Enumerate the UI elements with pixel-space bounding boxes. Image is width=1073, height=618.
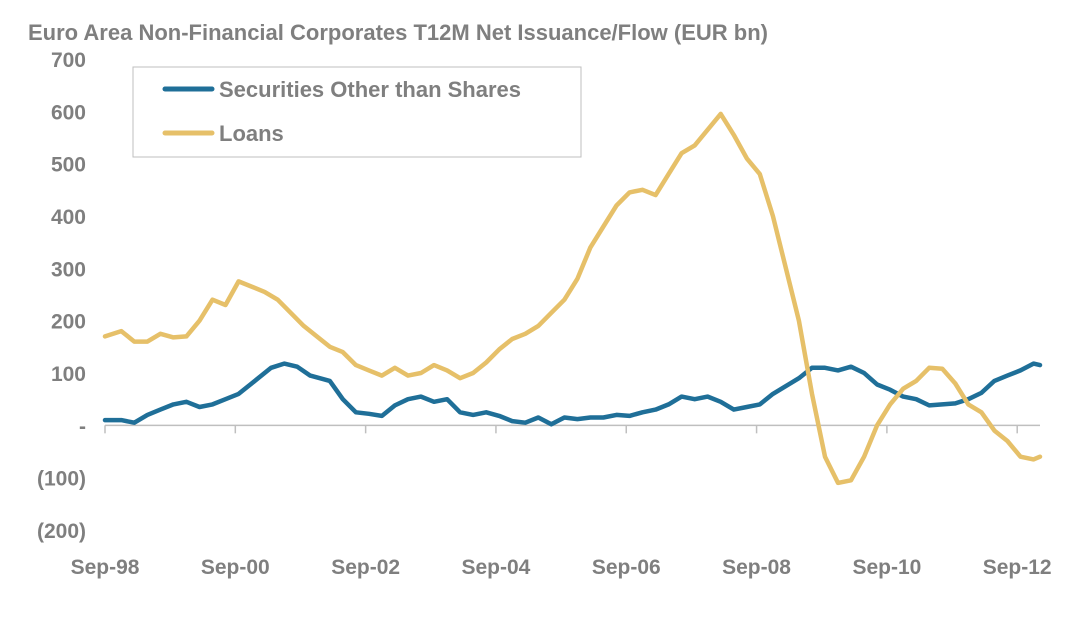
- x-tick-label: Sep-00: [201, 556, 270, 579]
- x-tick-label: Sep-02: [331, 556, 400, 579]
- y-tick-label: 200: [51, 311, 86, 334]
- legend-label: Securities Other than Shares: [219, 77, 521, 102]
- y-tick-label: 100: [51, 363, 86, 386]
- y-tick-label: 700: [51, 49, 86, 72]
- y-tick-label: -: [79, 415, 86, 438]
- x-tick-label: Sep-12: [983, 556, 1052, 579]
- series-line-1: [102, 111, 1043, 486]
- chart-title: Euro Area Non-Financial Corporates T12M …: [28, 20, 768, 45]
- y-tick-label: (100): [37, 468, 86, 491]
- y-tick-label: 500: [51, 154, 86, 177]
- series-lines: [102, 111, 1043, 486]
- y-axis: 700 600 500 400 300 200 100 - (100) (200): [37, 49, 86, 543]
- x-tick-label: Sep-06: [592, 556, 661, 579]
- y-tick-label: 400: [51, 206, 86, 229]
- series-line-0: [102, 361, 1043, 427]
- y-tick-label: 300: [51, 258, 86, 281]
- y-tick-label: 600: [51, 101, 86, 124]
- legend-label: Loans: [219, 121, 284, 146]
- legend: Securities Other than Shares Loans: [132, 66, 582, 158]
- y-tick-label: (200): [37, 520, 86, 543]
- x-tick-label: Sep-98: [71, 556, 140, 579]
- legend-box: [132, 66, 582, 158]
- x-tick-label: Sep-10: [852, 556, 921, 579]
- x-axis: Sep-98 Sep-00 Sep-02 Sep-04 Sep-06 Sep-08 Sep-…: [71, 425, 1052, 579]
- x-tick-label: Sep-08: [722, 556, 791, 579]
- x-tick-label: Sep-04: [462, 556, 531, 579]
